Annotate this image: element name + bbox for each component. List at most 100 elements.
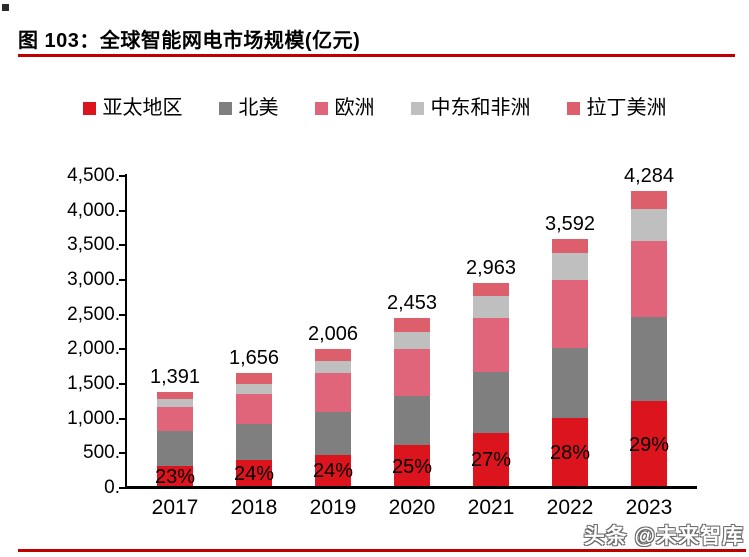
bar-segment-亚太地区 <box>631 401 667 488</box>
bottom-red-rule <box>18 549 746 552</box>
bar-segment-中东和非洲 <box>552 252 588 280</box>
legend-item-欧洲: 欧洲 <box>314 97 375 119</box>
y-axis-tick-mark <box>119 279 127 281</box>
legend-swatch-icon <box>410 101 424 115</box>
y-axis-tick-mark <box>119 313 127 316</box>
bar-segment-欧洲 <box>157 407 193 432</box>
bar-percent-label: 25% <box>391 455 433 478</box>
y-axis-tick-mark <box>119 348 127 351</box>
bar-segment-北美 <box>315 412 351 455</box>
bar-total-label: 1,391 <box>149 365 201 388</box>
bar-segment-北美 <box>394 395 430 446</box>
y-axis-tick-mark <box>119 417 127 420</box>
y-axis-tick-label: 500. <box>83 442 120 464</box>
bar-segment-拉丁美洲 <box>394 317 430 332</box>
y-axis-tick-mark <box>119 487 127 489</box>
x-axis-year-label: 2023 <box>625 496 673 519</box>
bar-percent-label: 27% <box>470 449 512 472</box>
y-axis-tick-label: 4,000. <box>67 199 120 221</box>
bar-segment-北美 <box>157 431 193 466</box>
bar-total-label: 4,284 <box>623 164 675 187</box>
x-axis-year-label: 2019 <box>309 496 357 519</box>
y-axis-tick-label: 0. <box>104 477 120 498</box>
chart-legend: 亚太地区 北美 欧洲 中东和非洲 拉丁美洲 <box>0 98 749 118</box>
legend-item-中东和非洲: 中东和非洲 <box>410 97 531 119</box>
legend-label: 欧洲 <box>334 97 375 119</box>
bar-segment-亚太地区 <box>157 465 193 488</box>
bar-segment-欧洲 <box>631 241 667 317</box>
x-axis-year-label: 2021 <box>467 496 515 519</box>
y-axis-tick-label: 3,500. <box>67 234 120 256</box>
bar-segment-北美 <box>552 348 588 419</box>
bar-segment-欧洲 <box>473 317 509 372</box>
y-axis-tick-label: 3,000. <box>67 269 120 290</box>
x-axis-line <box>125 486 697 489</box>
bar-segment-北美 <box>631 316 667 402</box>
bar-total-label: 2,963 <box>465 256 517 279</box>
legend-swatch-icon <box>82 101 96 115</box>
bar-segment-中东和非洲 <box>315 361 351 374</box>
bar-segment-中东和非洲 <box>631 208 667 242</box>
bar-total-label: 1,656 <box>228 347 280 370</box>
y-axis-tick-mark <box>119 244 127 247</box>
bar-segment-拉丁美洲 <box>473 282 509 297</box>
legend-swatch-icon <box>218 101 232 115</box>
bar-segment-拉丁美洲 <box>315 348 351 362</box>
bar-segment-拉丁美洲 <box>236 373 272 384</box>
figure-title: 图 103：全球智能网电市场规模(亿元) <box>18 30 361 52</box>
bar-segment-中东和非洲 <box>394 331 430 349</box>
bar-segment-欧洲 <box>236 393 272 425</box>
bar-percent-label: 24% <box>312 460 354 483</box>
legend-swatch-icon <box>314 101 328 115</box>
bar-segment-拉丁美洲 <box>157 391 193 399</box>
x-axis-year-label: 2022 <box>546 496 594 519</box>
y-axis-tick-label: 1,000. <box>67 407 120 429</box>
bar-segment-亚太地区 <box>394 445 430 488</box>
legend-item-亚太地区: 亚太地区 <box>82 97 183 119</box>
legend-item-拉丁美洲: 拉丁美洲 <box>566 97 667 119</box>
screenshot-artifact-mark <box>2 4 9 11</box>
title-underline-rule <box>18 54 735 57</box>
y-axis-tick-label: 2,000. <box>67 338 120 360</box>
bar-segment-欧洲 <box>315 373 351 412</box>
bar-segment-欧洲 <box>394 348 430 396</box>
toutiao-watermark: 头条 @未来智库 <box>583 525 744 548</box>
y-axis-tick-mark <box>119 452 127 455</box>
y-axis-tick-mark <box>119 175 127 177</box>
y-axis-tick-mark <box>119 383 127 385</box>
bar-percent-label: 23% <box>154 465 196 488</box>
y-axis-tick-label: 2,500. <box>67 303 120 325</box>
bar-segment-亚太地区 <box>473 432 509 488</box>
bar-segment-中东和非洲 <box>236 383 272 394</box>
bar-segment-亚太地区 <box>315 454 351 488</box>
legend-item-北美: 北美 <box>218 97 279 119</box>
bar-segment-中东和非洲 <box>473 296 509 318</box>
legend-label: 拉丁美洲 <box>586 97 667 119</box>
y-axis-line <box>125 174 127 489</box>
bar-total-label: 3,592 <box>544 212 596 235</box>
legend-label: 中东和非洲 <box>430 97 531 119</box>
legend-label: 亚太地区 <box>102 97 183 119</box>
bar-percent-label: 29% <box>628 433 670 456</box>
bar-segment-欧洲 <box>552 279 588 349</box>
legend-swatch-icon <box>566 101 580 115</box>
bar-percent-label: 28% <box>549 442 591 465</box>
y-axis-tick-label: 4,500. <box>67 165 120 186</box>
bar-segment-亚太地区 <box>236 460 272 488</box>
x-axis-year-label: 2017 <box>151 496 199 519</box>
y-axis-tick-label: 1,500. <box>67 373 120 394</box>
bar-total-label: 2,453 <box>386 291 438 314</box>
bar-segment-亚太地区 <box>552 418 588 488</box>
bar-percent-label: 24% <box>233 463 275 486</box>
legend-label: 北美 <box>238 97 279 119</box>
bar-segment-拉丁美洲 <box>552 238 588 253</box>
y-axis-tick-mark <box>119 209 127 212</box>
bar-total-label: 2,006 <box>307 322 359 345</box>
bar-segment-北美 <box>473 371 509 433</box>
bar-segment-拉丁美洲 <box>631 190 667 209</box>
bar-segment-中东和非洲 <box>157 398 193 408</box>
x-axis-year-label: 2018 <box>230 496 278 519</box>
x-axis-year-label: 2020 <box>388 496 436 519</box>
